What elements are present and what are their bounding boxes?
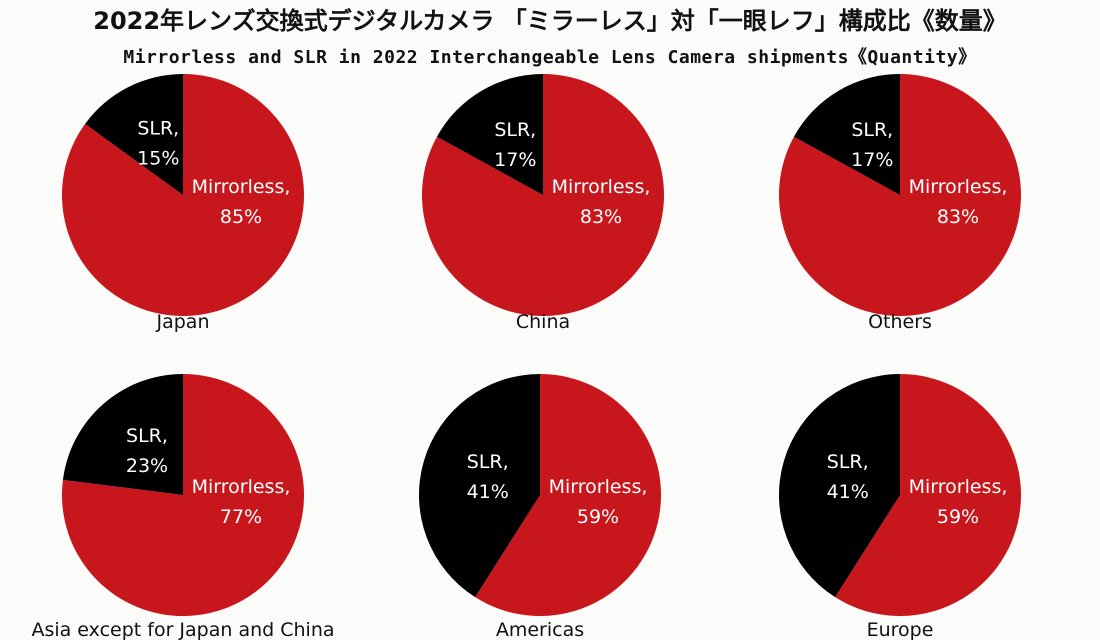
slice-label: Mirrorless, 83% bbox=[909, 176, 1008, 228]
slice-value: 15% bbox=[137, 147, 179, 169]
slice-label: SLR, 15% bbox=[137, 117, 179, 169]
slice-value: 41% bbox=[467, 481, 509, 503]
pie-title: China bbox=[516, 311, 570, 333]
slice-label: SLR, 17% bbox=[851, 119, 893, 171]
pie-slice bbox=[61, 74, 304, 316]
pie-slice bbox=[475, 374, 661, 616]
pie-slice bbox=[835, 374, 1021, 616]
slice-label: SLR, 17% bbox=[494, 119, 536, 171]
slice-category: Mirrorless, bbox=[192, 176, 291, 198]
pie-title: Japan bbox=[156, 311, 210, 333]
slice-label: Mirrorless, 77% bbox=[192, 476, 291, 528]
slice-category: SLR, bbox=[827, 451, 869, 473]
slice-label: Mirrorless, 85% bbox=[192, 176, 291, 228]
slice-category: SLR, bbox=[126, 425, 168, 447]
pie-slice bbox=[793, 74, 900, 195]
page-title: 2022年レンズ交換式デジタルカメラ 「ミラーレス」対「一眼レフ」構成比《数量》 bbox=[93, 7, 1006, 35]
slice-category: Mirrorless, bbox=[192, 476, 291, 498]
slice-value: 17% bbox=[851, 149, 893, 171]
pie-slice bbox=[436, 74, 543, 195]
slice-category: Mirrorless, bbox=[552, 176, 651, 198]
page-subtitle: Mirrorless and SLR in 2022 Interchangeab… bbox=[123, 47, 976, 68]
slice-label: SLR, 23% bbox=[126, 425, 168, 477]
pie-slice bbox=[418, 374, 540, 598]
slice-value: 59% bbox=[937, 506, 979, 528]
slice-category: SLR, bbox=[494, 119, 536, 141]
slice-label: SLR, 41% bbox=[827, 451, 869, 503]
slice-label: Mirrorless, 83% bbox=[552, 176, 651, 228]
pie-title: Asia except for Japan and China bbox=[31, 619, 334, 640]
slice-label: Mirrorless, 59% bbox=[909, 476, 1008, 528]
slice-label: Mirrorless, 59% bbox=[549, 476, 648, 528]
slice-value: 17% bbox=[494, 149, 536, 171]
slice-value: 83% bbox=[580, 206, 622, 228]
pie-slice bbox=[85, 74, 183, 195]
slice-value: 85% bbox=[220, 206, 262, 228]
slice-category: Mirrorless, bbox=[549, 476, 648, 498]
slice-category: Mirrorless, bbox=[909, 476, 1008, 498]
slice-value: 41% bbox=[827, 481, 869, 503]
pie-title: Europe bbox=[867, 619, 934, 640]
slice-value: 59% bbox=[577, 506, 619, 528]
slice-category: SLR, bbox=[851, 119, 893, 141]
slice-value: 77% bbox=[220, 506, 262, 528]
pie-slice bbox=[62, 374, 184, 495]
slice-category: Mirrorless, bbox=[909, 176, 1008, 198]
slice-category: SLR, bbox=[137, 117, 179, 139]
slice-label: SLR, 41% bbox=[467, 451, 509, 503]
slice-value: 23% bbox=[126, 455, 168, 477]
slice-category: SLR, bbox=[467, 451, 509, 473]
slice-value: 83% bbox=[937, 206, 979, 228]
pie-title: Americas bbox=[496, 619, 584, 640]
pie-title: Others bbox=[868, 311, 932, 333]
pie-slice bbox=[779, 374, 900, 598]
